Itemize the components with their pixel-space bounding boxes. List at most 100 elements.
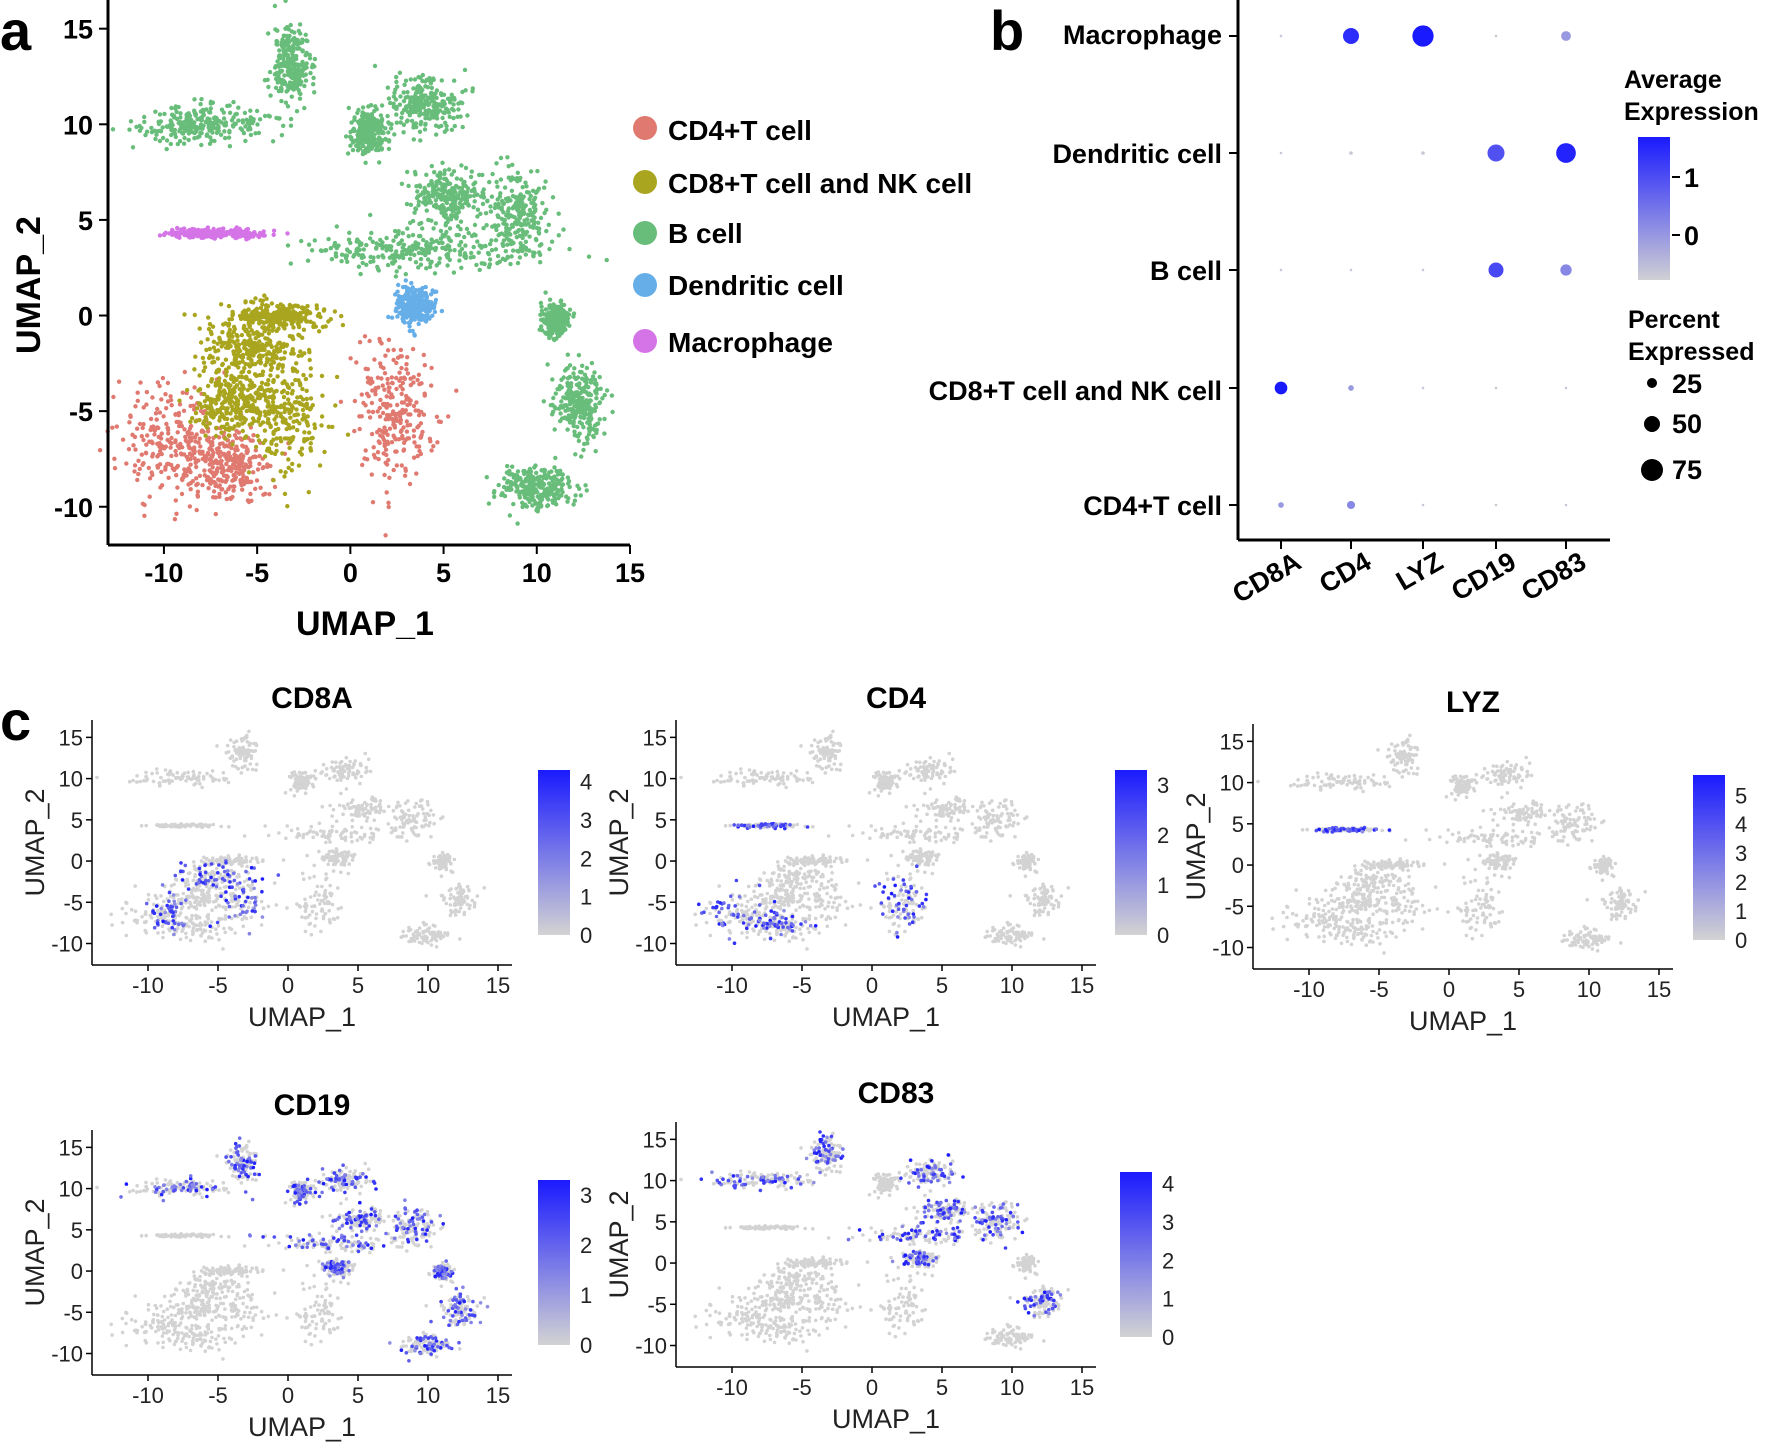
- umap-cell: [357, 340, 363, 345]
- umap-cell: [179, 130, 185, 135]
- umap-cell: [345, 432, 351, 437]
- umap-cell: [197, 436, 202, 441]
- umap-cell: [375, 375, 381, 380]
- umap-cell: [454, 214, 459, 219]
- umap-cell: [247, 383, 252, 388]
- umap-cell: [551, 487, 556, 492]
- umap-cell: [538, 504, 544, 509]
- umap-cell: [360, 462, 365, 468]
- umap-cell: [169, 462, 174, 468]
- umap-cell: [452, 78, 457, 83]
- umap-cell: [221, 110, 226, 115]
- umap-cell: [291, 317, 296, 322]
- umap-cell: [264, 296, 269, 301]
- umap-cell: [250, 416, 256, 421]
- umap-cell: [244, 403, 250, 409]
- umap-cell: [275, 304, 280, 309]
- umap-cell: [155, 454, 160, 459]
- umap-cell: [561, 375, 566, 380]
- umap-cell: [304, 396, 309, 402]
- umap-cell: [386, 457, 391, 463]
- umap-cell: [395, 289, 400, 294]
- umap-cell: [162, 232, 167, 238]
- umap-cell: [434, 238, 439, 244]
- umap-cell: [602, 392, 607, 398]
- umap-cell: [398, 429, 404, 434]
- umap-cell: [417, 317, 422, 322]
- umap-cell: [501, 210, 506, 215]
- umap-cell: [268, 373, 273, 378]
- umap-cell: [248, 460, 253, 465]
- umap-cell: [416, 241, 421, 246]
- umap-cell: [570, 399, 575, 404]
- umap-cell: [419, 288, 424, 294]
- umap-cell: [432, 170, 437, 175]
- umap-cell: [298, 319, 304, 324]
- umap-cell: [132, 463, 138, 468]
- umap-cell: [418, 262, 424, 267]
- umap-cell: [155, 406, 160, 412]
- umap-cell: [252, 231, 258, 237]
- umap-cell: [610, 409, 615, 415]
- umap-cell: [223, 436, 228, 441]
- umap-cell: [197, 373, 202, 378]
- umap-cell: [385, 376, 390, 382]
- umap-cell: [533, 463, 538, 468]
- umap-cell: [435, 110, 441, 115]
- umap-cell: [502, 476, 507, 481]
- umap-cell: [246, 307, 251, 312]
- umap-cell: [202, 365, 208, 370]
- umap-cell: [455, 114, 460, 120]
- umap-cell: [373, 388, 378, 393]
- umap-cell: [176, 104, 181, 110]
- umap-cell: [581, 425, 586, 430]
- umap-cell: [375, 450, 381, 455]
- umap-cell: [296, 304, 301, 309]
- umap-cell: [395, 355, 401, 360]
- umap-cell: [399, 301, 404, 306]
- umap-cell: [423, 116, 428, 121]
- umap-cell: [513, 194, 518, 200]
- umap-cell: [292, 30, 297, 35]
- umap-cell: [498, 191, 503, 196]
- umap-cell: [280, 380, 285, 386]
- umap-cell: [575, 402, 580, 407]
- umap-cell: [284, 33, 289, 39]
- umap-cell: [147, 494, 152, 499]
- umap-cell: [340, 322, 346, 328]
- umap-cell: [403, 272, 408, 277]
- umap-cell: [213, 433, 219, 439]
- umap-cell: [508, 241, 514, 247]
- umap-cell: [446, 167, 452, 172]
- umap-cell: [431, 203, 437, 209]
- umap-cell: [477, 267, 482, 273]
- umap-cell: [192, 456, 197, 461]
- umap-cell: [495, 184, 500, 189]
- umap-cell: [238, 380, 243, 385]
- umap-cell: [231, 124, 236, 129]
- umap-cell: [400, 284, 406, 290]
- umap-cell: [309, 436, 314, 441]
- umap-cell: [149, 125, 154, 131]
- umap-cell: [379, 118, 385, 123]
- umap-cell: [362, 456, 367, 461]
- umap-cell: [384, 235, 389, 241]
- umap-cell: [173, 438, 178, 443]
- panel-a-points: [97, 0, 615, 538]
- umap-cell: [131, 443, 136, 448]
- umap-cell: [207, 468, 212, 473]
- umap-cell: [345, 151, 351, 156]
- umap-cell: [394, 360, 399, 366]
- umap-cell: [262, 454, 268, 459]
- umap-cell: [261, 229, 266, 234]
- umap-cell: [537, 327, 542, 332]
- umap-cell: [374, 246, 379, 251]
- umap-cell: [485, 250, 491, 256]
- umap-cell: [332, 240, 338, 246]
- umap-cell: [430, 288, 435, 293]
- umap-cell: [301, 372, 306, 378]
- umap-cell: [279, 344, 284, 350]
- umap-cell: [415, 425, 420, 430]
- umap-cell: [184, 115, 190, 121]
